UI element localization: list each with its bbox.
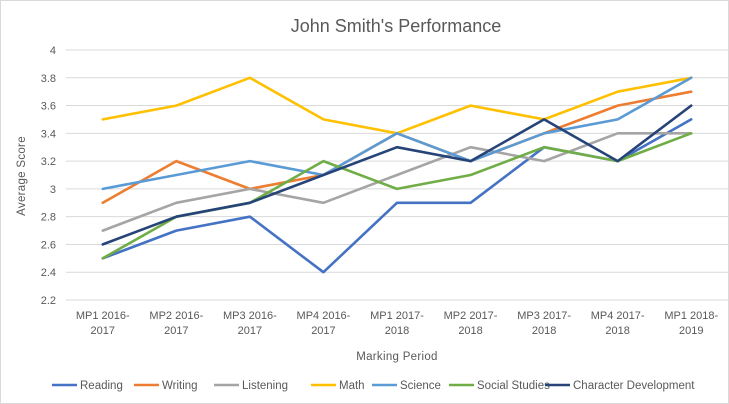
series-line-character-development [101,104,693,246]
x-tick-label: 2017 [164,325,188,337]
x-tick-label: MP3 2017- [517,310,571,322]
y-tick-label: 3 [50,184,56,196]
x-tick-label: 2017 [311,325,335,337]
y-tick-label: 2.6 [41,239,56,251]
x-axis-title: Marking Period [356,351,438,363]
x-tick-label: MP4 2016- [297,310,351,322]
y-axis-ticks: 4 3.8 3.6 3.4 3.2 3 2.8 2.6 2.4 2.2 [41,45,56,307]
x-tick-label: 2018 [385,325,409,337]
x-tick-label: MP4 2017- [591,310,645,322]
y-tick-label: 2.8 [41,212,56,224]
x-tick-label: MP1 2017- [370,310,424,322]
legend-label: Listening [242,380,288,392]
y-tick-label: 3.8 [41,73,56,85]
legend-item: Listening [214,380,288,392]
legend-label: Social Studies [477,380,550,392]
x-tick-label: MP2 2017- [444,310,498,322]
legend-label: Character Development [573,380,695,392]
legend-label: Writing [162,380,198,392]
x-tick-label: 2017 [238,325,262,337]
x-axis-ticks: MP1 2016- 2017 MP2 2016- 2017 MP3 2016- 2017 M… [76,310,719,337]
series-line-listening [101,132,693,232]
legend-item: Social Studies [449,380,550,392]
legend-label: Math [339,380,365,392]
x-tick-label: 2018 [532,325,556,337]
y-tick-label: 4 [50,45,56,57]
series-line-science [101,76,693,191]
x-tick-label: MP1 2018- [664,310,718,322]
legend-item: Writing [134,380,198,392]
series-lines [101,76,693,274]
x-tick-label: MP3 2016- [223,310,277,322]
y-tick-label: 3.6 [41,101,56,113]
x-tick-label: 2018 [605,325,629,337]
x-tick-label: 2019 [679,325,703,337]
legend-item: Character Development [545,380,695,392]
y-tick-label: 2.2 [41,295,56,307]
x-tick-label: MP1 2016- [76,310,130,322]
legend-label: Reading [80,380,123,392]
chart-title: John Smith's Performance [291,16,502,36]
y-axis-title: Average Score [16,136,28,216]
x-tick-label: MP2 2016- [149,310,203,322]
series-line-reading [101,118,693,274]
legend-label: Science [400,380,441,392]
y-tick-label: 2.4 [41,267,56,279]
y-tick-label: 3.4 [41,128,56,140]
legend-item: Science [372,380,441,392]
legend: Reading Writing Listening Math Science Social… [52,380,695,392]
x-tick-label: 2017 [91,325,115,337]
y-tick-label: 3.2 [41,156,56,168]
legend-item: Math [311,380,365,392]
x-tick-label: 2018 [458,325,482,337]
legend-item: Reading [52,380,123,392]
